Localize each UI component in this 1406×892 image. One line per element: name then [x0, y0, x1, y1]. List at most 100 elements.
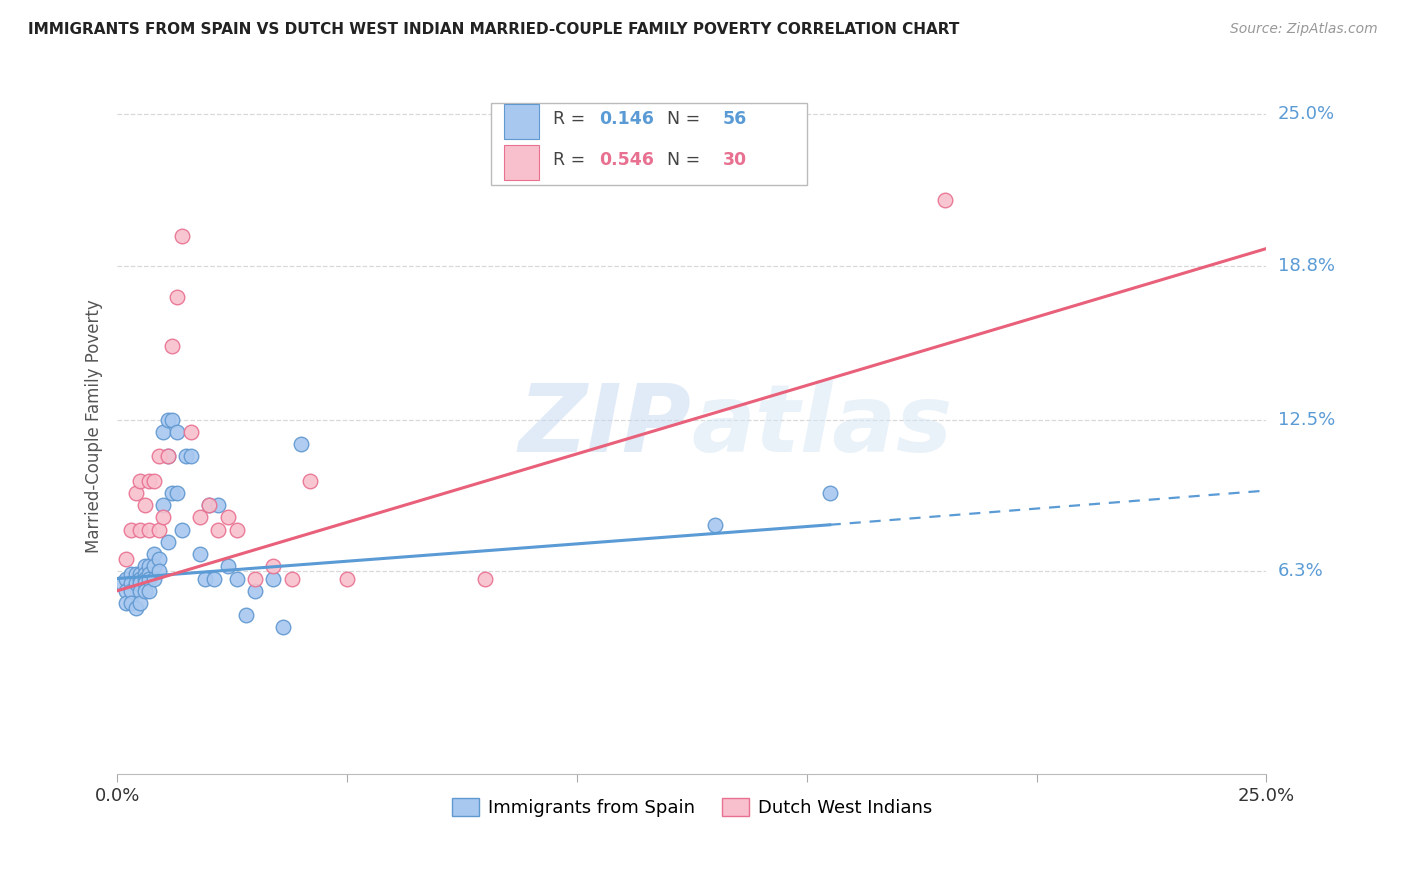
Text: 25.0%: 25.0%: [1278, 105, 1334, 123]
Point: [148, 450, 170, 464]
Point: [198, 498, 221, 512]
Point: [162, 339, 184, 353]
Point: [336, 572, 359, 586]
Point: [156, 450, 179, 464]
Point: [193, 572, 215, 586]
Point: [207, 523, 229, 537]
Point: [934, 193, 956, 207]
Text: N =: N =: [657, 111, 706, 128]
Point: [166, 486, 188, 500]
Legend: Immigrants from Spain, Dutch West Indians: Immigrants from Spain, Dutch West Indian…: [444, 790, 939, 824]
Point: [143, 572, 166, 586]
Point: [138, 523, 160, 537]
Point: [162, 486, 184, 500]
Point: [243, 572, 266, 586]
Point: [152, 498, 174, 512]
Point: [138, 474, 160, 488]
Point: [703, 517, 725, 532]
Point: [134, 576, 156, 591]
Point: [148, 552, 170, 566]
Point: [207, 498, 229, 512]
Point: [271, 620, 294, 634]
Point: [217, 510, 239, 524]
Text: 12.5%: 12.5%: [1278, 410, 1334, 429]
Text: N =: N =: [657, 152, 706, 169]
Text: 30: 30: [723, 152, 747, 169]
Text: R =: R =: [553, 152, 591, 169]
Point: [138, 572, 160, 586]
Point: [152, 510, 174, 524]
Point: [129, 596, 152, 610]
Point: [115, 596, 138, 610]
Point: [174, 450, 197, 464]
Point: [124, 486, 146, 500]
Point: [474, 572, 496, 586]
FancyBboxPatch shape: [505, 104, 538, 139]
Point: [120, 523, 142, 537]
Point: [138, 559, 160, 574]
Point: [148, 564, 170, 578]
Point: [148, 523, 170, 537]
Point: [115, 552, 138, 566]
Text: ZIP: ZIP: [519, 380, 692, 472]
Point: [129, 572, 152, 586]
Point: [124, 576, 146, 591]
Point: [120, 596, 142, 610]
Point: [198, 498, 221, 512]
Point: [202, 572, 225, 586]
Text: IMMIGRANTS FROM SPAIN VS DUTCH WEST INDIAN MARRIED-COUPLE FAMILY POVERTY CORRELA: IMMIGRANTS FROM SPAIN VS DUTCH WEST INDI…: [28, 22, 959, 37]
Text: R =: R =: [553, 111, 591, 128]
Point: [818, 486, 841, 500]
Point: [124, 566, 146, 581]
Point: [658, 107, 681, 121]
Point: [129, 576, 152, 591]
Point: [129, 523, 152, 537]
Point: [124, 601, 146, 615]
Point: [111, 576, 134, 591]
Point: [152, 425, 174, 439]
Point: [299, 474, 322, 488]
Point: [156, 412, 179, 426]
Point: [120, 566, 142, 581]
Point: [263, 572, 285, 586]
Text: 0.146: 0.146: [599, 111, 654, 128]
Point: [156, 535, 179, 549]
Text: 56: 56: [723, 111, 747, 128]
Point: [129, 566, 152, 581]
Point: [138, 583, 160, 598]
Point: [180, 450, 202, 464]
Point: [180, 425, 202, 439]
Point: [188, 510, 211, 524]
Point: [162, 412, 184, 426]
FancyBboxPatch shape: [505, 145, 538, 180]
Point: [115, 583, 138, 598]
Point: [166, 425, 188, 439]
Text: Source: ZipAtlas.com: Source: ZipAtlas.com: [1230, 22, 1378, 37]
Point: [143, 547, 166, 561]
Point: [225, 523, 247, 537]
FancyBboxPatch shape: [491, 103, 807, 186]
Point: [129, 583, 152, 598]
Point: [235, 608, 257, 623]
Point: [166, 290, 188, 304]
Point: [290, 437, 312, 451]
Point: [281, 572, 304, 586]
Point: [134, 498, 156, 512]
Y-axis label: Married-Couple Family Poverty: Married-Couple Family Poverty: [86, 299, 103, 553]
Point: [138, 566, 160, 581]
Point: [120, 576, 142, 591]
Point: [134, 559, 156, 574]
Text: 6.3%: 6.3%: [1278, 562, 1323, 580]
Point: [143, 559, 166, 574]
Text: atlas: atlas: [692, 380, 953, 472]
Text: 18.8%: 18.8%: [1278, 257, 1334, 275]
Point: [170, 523, 193, 537]
Point: [170, 229, 193, 244]
Point: [115, 572, 138, 586]
Point: [225, 572, 247, 586]
Point: [143, 474, 166, 488]
Point: [134, 572, 156, 586]
Point: [134, 583, 156, 598]
Point: [243, 583, 266, 598]
Point: [134, 566, 156, 581]
